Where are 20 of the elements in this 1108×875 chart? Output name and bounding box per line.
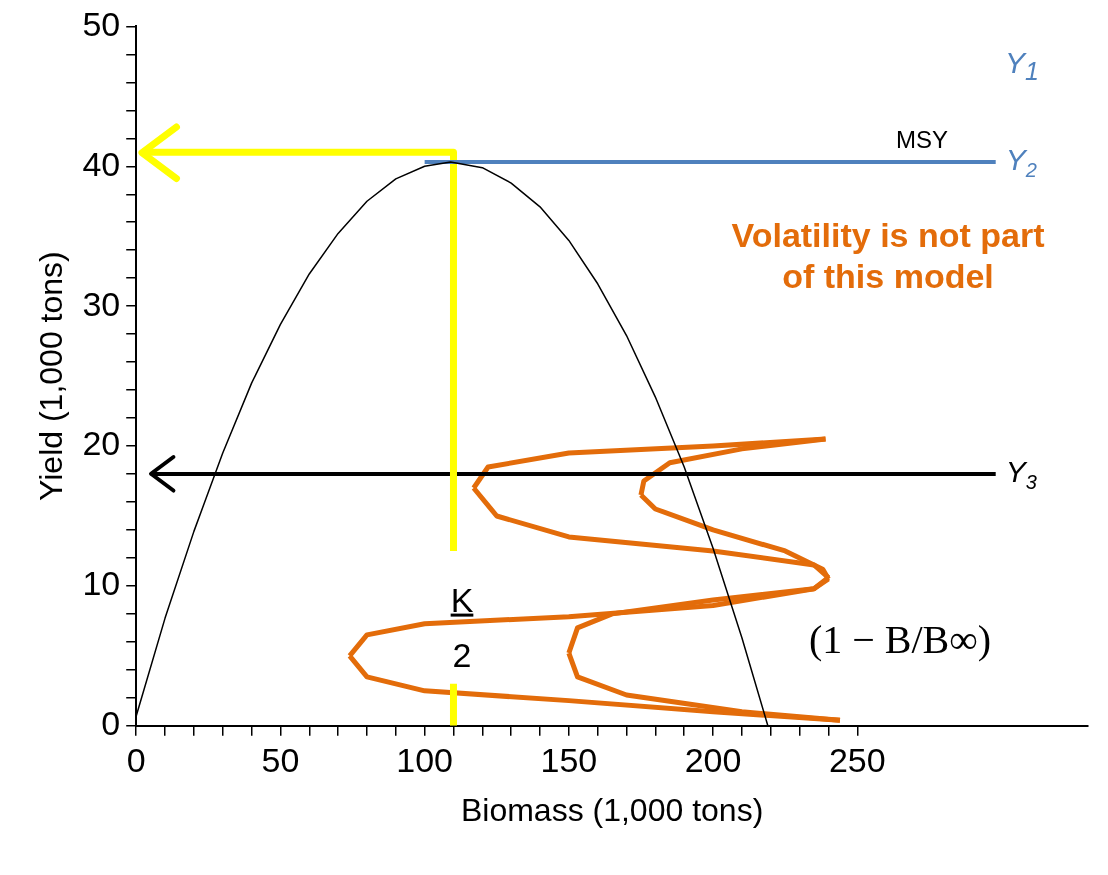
annotation: K: [450, 579, 474, 621]
x-tick-label: 0: [126, 740, 146, 779]
y-tick-label: 0: [101, 704, 121, 743]
annotation: 2: [452, 634, 472, 676]
x-tick-label: 100: [396, 740, 453, 779]
y-axis-title: Yield (1,000 tons): [33, 251, 70, 501]
x-axis-title: Biomass (1,000 tons): [460, 791, 764, 828]
y-tick-label: 30: [82, 284, 121, 323]
annotation: Volatility is not part of this model: [730, 215, 1046, 297]
y-tick-label: 50: [82, 4, 121, 43]
y-tick-label: 10: [82, 564, 121, 603]
x-tick-label: 150: [540, 740, 598, 779]
x-tick-label: 50: [261, 740, 300, 779]
annotation: Y$_{1}$: [1005, 44, 1039, 86]
x-tick-label: 250: [828, 740, 886, 779]
y-tick-label: 20: [82, 424, 121, 463]
x-tick-label: 200: [684, 740, 742, 779]
annotation: MSY: [895, 125, 949, 155]
y-tick-label: 40: [82, 144, 121, 183]
annotation: (1 − B/B∞): [808, 616, 992, 664]
